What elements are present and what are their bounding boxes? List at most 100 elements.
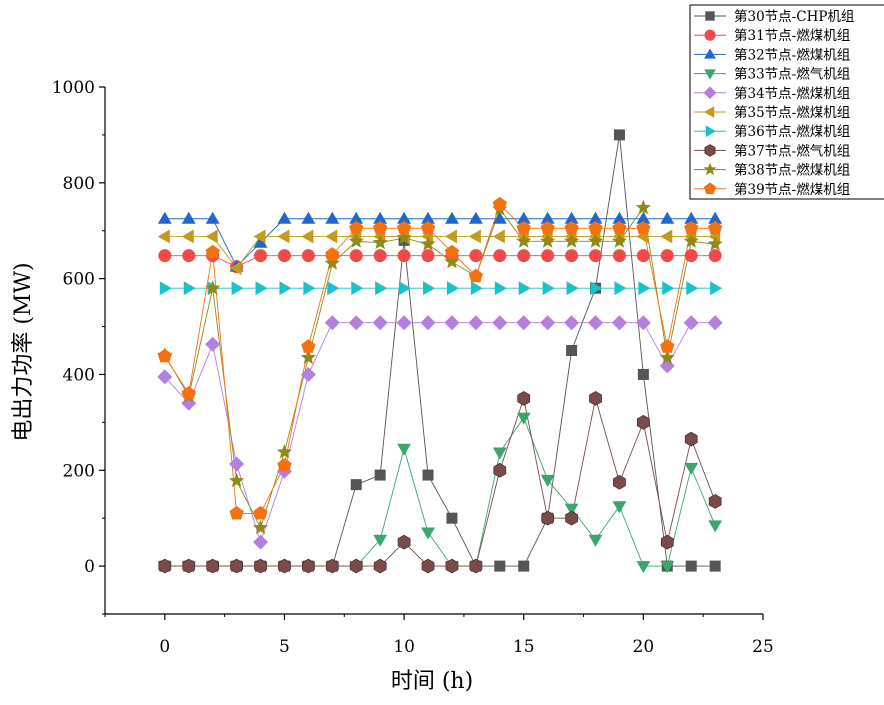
legend-marker	[705, 11, 715, 21]
data-point	[300, 366, 316, 382]
data-point	[157, 369, 173, 385]
data-point	[182, 558, 196, 574]
data-point	[542, 281, 555, 296]
data-point	[206, 558, 220, 574]
data-point	[349, 220, 364, 235]
data-point	[660, 534, 674, 550]
data-point	[635, 199, 651, 215]
data-point	[444, 229, 457, 244]
legend-label: 第34节点-燃煤机组	[734, 85, 850, 102]
series-lines	[164, 134, 716, 567]
data-point	[325, 558, 339, 574]
data-point	[421, 558, 435, 574]
data-point	[302, 558, 315, 574]
data-point	[277, 249, 291, 263]
data-point	[707, 236, 723, 251]
data-point	[159, 281, 172, 296]
data-point	[590, 281, 603, 296]
data-point	[301, 249, 315, 263]
data-point	[492, 447, 507, 460]
data-point	[183, 281, 196, 296]
y-tick-label: 1000	[52, 78, 95, 98]
data-point	[708, 220, 723, 235]
data-point	[516, 220, 531, 235]
data-point	[351, 281, 364, 296]
series-markers-10	[157, 196, 723, 520]
y-tick-label: 600	[63, 270, 95, 290]
data-point	[158, 558, 172, 574]
data-point	[469, 249, 483, 263]
data-point	[494, 560, 506, 572]
data-point	[636, 220, 651, 235]
data-point	[564, 211, 579, 224]
data-point	[708, 211, 723, 224]
data-point	[707, 315, 723, 331]
data-point	[637, 368, 649, 380]
y-ticks: 0 200 400 600 800 1000	[52, 78, 105, 615]
y-tick-label: 400	[63, 365, 95, 385]
data-point	[253, 534, 269, 550]
data-point	[660, 561, 675, 574]
legend-marker	[704, 69, 716, 80]
data-point	[588, 211, 603, 224]
series-line-3	[164, 218, 716, 268]
legend-marker	[703, 182, 717, 194]
data-point	[659, 349, 675, 365]
data-point	[493, 462, 507, 478]
data-point	[540, 474, 555, 487]
data-point	[324, 315, 340, 331]
data-point	[468, 268, 484, 283]
x-tick-label: 20	[633, 637, 655, 657]
data-point	[516, 412, 531, 425]
data-point	[444, 315, 460, 331]
data-point	[229, 505, 244, 520]
data-point	[278, 558, 291, 574]
data-point	[349, 558, 363, 574]
legend-marker	[704, 144, 716, 157]
legend-marker	[704, 48, 716, 59]
data-point	[445, 558, 459, 574]
series-markers-1	[159, 129, 721, 572]
data-point	[349, 249, 363, 263]
data-point	[228, 472, 245, 488]
data-point	[492, 315, 508, 331]
data-point	[492, 229, 505, 244]
data-point	[421, 211, 435, 224]
data-point	[470, 281, 483, 296]
data-point	[683, 315, 699, 331]
legend-label: 第39节点-燃煤机组	[734, 181, 850, 198]
data-point	[611, 315, 627, 331]
data-point	[157, 211, 172, 224]
data-point	[518, 281, 531, 296]
data-point	[420, 236, 436, 251]
data-point	[396, 229, 412, 245]
data-point	[255, 281, 268, 296]
data-point	[277, 229, 290, 244]
data-point	[396, 220, 412, 235]
data-point	[660, 339, 675, 353]
data-point	[612, 501, 627, 514]
data-point	[231, 281, 244, 296]
data-point	[253, 235, 268, 248]
legend: 第30节点-CHP机组第31节点-燃煤机组第32节点-燃煤机组第33节点-燃气机…	[689, 4, 884, 200]
data-point	[157, 229, 170, 244]
series-line-5	[164, 322, 716, 544]
y-tick-label: 200	[63, 461, 95, 481]
data-point	[708, 249, 722, 263]
data-point	[492, 196, 507, 211]
data-point	[518, 560, 530, 572]
series-markers-3	[157, 211, 723, 272]
data-point	[446, 281, 459, 296]
data-point	[421, 249, 435, 263]
data-point	[540, 233, 556, 248]
data-point	[540, 315, 556, 331]
data-point	[662, 281, 675, 296]
data-point	[444, 253, 460, 269]
data-point	[493, 249, 507, 263]
data-point	[710, 281, 723, 296]
data-point	[181, 229, 194, 244]
data-point	[541, 249, 555, 263]
data-point	[468, 229, 481, 244]
data-point	[589, 249, 603, 263]
